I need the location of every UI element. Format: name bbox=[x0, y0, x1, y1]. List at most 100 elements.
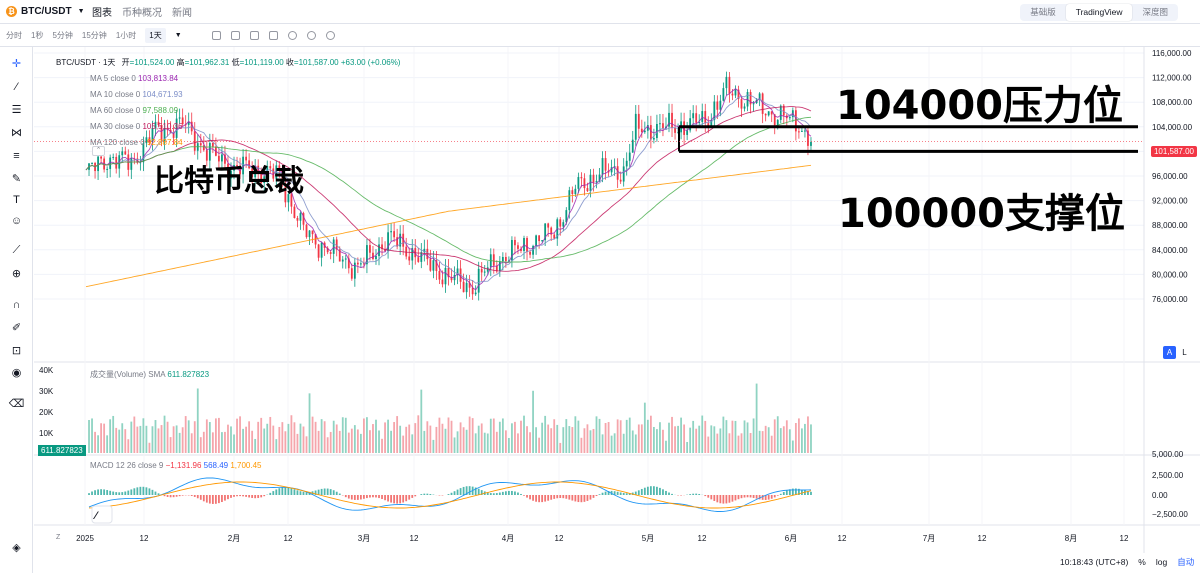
volume-bar bbox=[785, 420, 788, 453]
trendline-icon[interactable]: ⁄ bbox=[15, 80, 18, 93]
tab-chart[interactable]: 图表 bbox=[92, 8, 112, 19]
magnet-icon[interactable]: ∩ bbox=[12, 298, 21, 311]
macd-histogram-bar bbox=[734, 495, 737, 501]
interval-1d[interactable]: 1天 bbox=[145, 28, 166, 43]
candle-body bbox=[504, 256, 507, 261]
candle-body bbox=[387, 232, 389, 252]
volume-bar bbox=[559, 442, 562, 453]
camera-icon[interactable] bbox=[268, 31, 278, 40]
macd-histogram-bar bbox=[797, 488, 800, 495]
brush-icon[interactable]: ✎ bbox=[11, 173, 22, 185]
view-tradingview[interactable]: TradingView bbox=[1065, 4, 1133, 21]
chart-type-icon[interactable] bbox=[230, 31, 240, 40]
eye-icon[interactable]: ◉ bbox=[11, 367, 22, 379]
volume-bar bbox=[211, 432, 214, 453]
volume-bar bbox=[665, 440, 667, 453]
candle-body bbox=[239, 165, 241, 175]
macd-histogram-bar bbox=[462, 486, 465, 495]
candle-body bbox=[583, 178, 586, 189]
candle-body bbox=[347, 258, 350, 269]
zoom-in-icon[interactable]: ⊕ bbox=[11, 268, 22, 280]
candle-body bbox=[743, 106, 746, 109]
crosshair-icon[interactable]: ✛ bbox=[11, 58, 22, 70]
collapse-legend-button[interactable]: ⌃ bbox=[92, 146, 105, 156]
chart-canvas[interactable]: ⁄ 116,000.00 112,000.00 108,000.00 104,000.… bbox=[34, 47, 1200, 573]
indicators-icon[interactable] bbox=[211, 31, 221, 40]
volume-bar bbox=[124, 429, 127, 453]
volume-bar bbox=[372, 424, 374, 453]
volume-bar bbox=[142, 418, 145, 453]
volume-bar bbox=[456, 431, 459, 453]
macd-histogram-bar bbox=[196, 495, 199, 499]
candle-body bbox=[508, 260, 510, 262]
volume-bar bbox=[239, 416, 241, 453]
candle-body bbox=[106, 168, 109, 170]
percent-toggle[interactable]: % bbox=[1138, 557, 1146, 567]
volume-bar bbox=[625, 419, 628, 453]
macd-histogram-bar bbox=[725, 495, 728, 504]
macd-histogram-bar bbox=[284, 487, 287, 495]
macd-histogram-bar bbox=[269, 492, 272, 495]
tradingview-logo-text: ⁄ bbox=[92, 510, 99, 522]
text-icon[interactable]: T bbox=[13, 193, 20, 206]
auto-toggle[interactable]: 自动 bbox=[1177, 557, 1195, 567]
volume-bar bbox=[619, 420, 622, 453]
view-basic[interactable]: 基础版 bbox=[1030, 7, 1056, 17]
lock-icon[interactable]: ⊡ bbox=[11, 345, 22, 357]
emoji-icon[interactable]: ☺ bbox=[10, 214, 23, 227]
horizontal-lines-icon[interactable]: ☰ bbox=[11, 104, 22, 116]
interval-5m[interactable]: 5分钟 bbox=[52, 31, 73, 40]
candle-body bbox=[640, 128, 643, 133]
volume-bar bbox=[136, 426, 139, 453]
candle-body bbox=[662, 123, 664, 129]
volume-bar bbox=[492, 418, 495, 453]
fib-icon[interactable]: ≡ bbox=[13, 149, 20, 162]
interval-1h[interactable]: 1小时 bbox=[115, 31, 137, 40]
macd-histogram-bar bbox=[607, 491, 610, 495]
time-tick-label: 8月 bbox=[1065, 534, 1077, 543]
macd-histogram-bar bbox=[142, 486, 145, 495]
macd-histogram-bar bbox=[662, 489, 664, 495]
candle-body bbox=[450, 277, 453, 281]
macd-histogram-bar bbox=[716, 495, 719, 503]
zoom-reset-button[interactable]: Z bbox=[56, 534, 61, 541]
auto-scale-button[interactable]: A bbox=[1163, 346, 1176, 359]
macd-histogram-bar bbox=[429, 494, 432, 495]
macd-histogram-bar bbox=[671, 493, 673, 495]
layers-icon[interactable]: ◈ bbox=[12, 542, 21, 554]
candle-body bbox=[350, 268, 353, 279]
draw-icon[interactable] bbox=[249, 31, 259, 40]
pencil-lock-icon[interactable]: ✐ bbox=[11, 322, 22, 334]
trash-icon[interactable]: ⌫ bbox=[8, 398, 25, 410]
volume-bar bbox=[483, 432, 486, 453]
candle-body bbox=[187, 121, 190, 125]
macd-histogram-bar bbox=[749, 495, 752, 498]
settings-icon[interactable] bbox=[325, 31, 335, 40]
tab-news[interactable]: 新闻 bbox=[172, 8, 192, 19]
volume-bar bbox=[547, 424, 550, 453]
tab-overview[interactable]: 币种概况 bbox=[122, 8, 162, 19]
macd-histogram-bar bbox=[199, 495, 202, 500]
interval-timeline[interactable]: 分时 bbox=[6, 31, 22, 40]
volume-bar bbox=[393, 422, 396, 453]
log-toggle[interactable]: log bbox=[1155, 557, 1168, 567]
pattern-icon[interactable]: ⋈ bbox=[11, 127, 22, 139]
macd-histogram-bar bbox=[810, 491, 812, 495]
view-depth[interactable]: 深度图 bbox=[1142, 7, 1168, 17]
volume-bar bbox=[420, 389, 423, 453]
log-scale-button[interactable]: L bbox=[1182, 348, 1187, 357]
candle-body bbox=[447, 267, 450, 278]
candle-body bbox=[236, 164, 238, 166]
ruler-icon[interactable]: ⟋ bbox=[12, 244, 21, 256]
undo-icon[interactable] bbox=[287, 31, 297, 40]
candle-body bbox=[486, 267, 489, 272]
interval-1s[interactable]: 1秒 bbox=[31, 31, 44, 40]
candle-body bbox=[202, 145, 205, 151]
candle-body bbox=[725, 76, 728, 89]
interval-dropdown-icon[interactable]: ▼ bbox=[174, 32, 182, 39]
symbol-selector[interactable]: ₿ BTC/USDT ▼ bbox=[0, 6, 90, 17]
volume-bar bbox=[514, 421, 516, 453]
volume-bar bbox=[245, 426, 247, 453]
interval-15m[interactable]: 15分钟 bbox=[81, 31, 107, 40]
reset-icon[interactable] bbox=[306, 31, 316, 40]
